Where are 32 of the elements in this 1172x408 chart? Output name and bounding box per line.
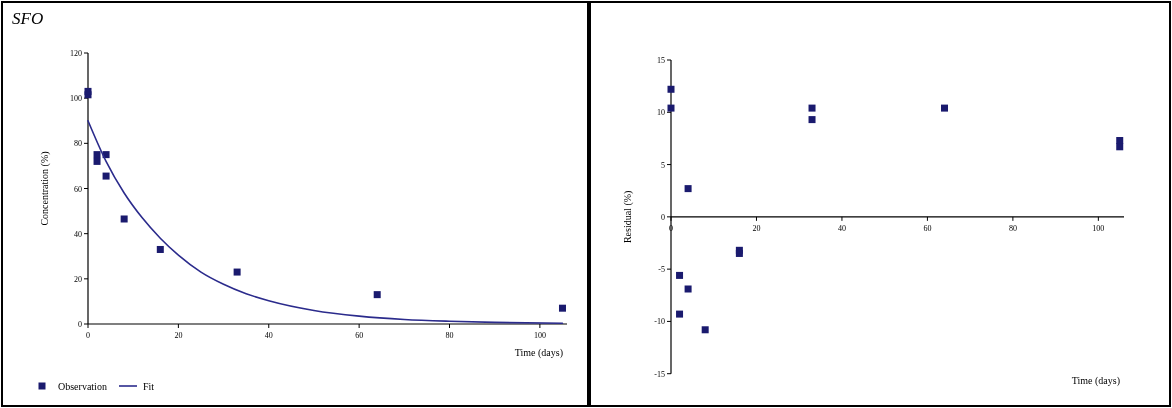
x-tick-label: 40 — [837, 223, 846, 233]
x-tick-label: 80 — [1008, 223, 1017, 233]
y-tick-label: 20 — [74, 274, 82, 284]
y-tick-label: 10 — [657, 108, 665, 118]
x-tick-label: 60 — [923, 223, 932, 233]
x-tick-label: 60 — [355, 331, 364, 340]
y-tick-label: 5 — [661, 160, 665, 170]
x-tick-label: 100 — [533, 331, 546, 340]
y-tick-label: 15 — [657, 56, 665, 65]
chart-title: SFO — [12, 9, 44, 28]
x-tick-label: 0 — [669, 223, 673, 233]
x-tick-label: 20 — [752, 223, 761, 233]
y-axis-title: Concentration (%) — [39, 151, 51, 226]
y-tick-label: 0 — [661, 212, 665, 222]
x-tick-label: 0 — [86, 331, 90, 340]
x-tick-label: 40 — [264, 331, 273, 340]
x-axis-title: Time (days) — [514, 347, 563, 359]
y-tick-label: -5 — [658, 265, 665, 275]
legend-label: Observation — [58, 380, 107, 392]
x-tick-label: 20 — [174, 331, 183, 340]
legend-label: Fit — [143, 380, 155, 392]
y-tick-label: 120 — [70, 49, 82, 58]
y-tick-label: -15 — [654, 369, 665, 379]
y-tick-label: 0 — [78, 320, 82, 329]
y-tick-label: 80 — [74, 139, 82, 149]
x-tick-label: 80 — [445, 331, 454, 340]
y-tick-label: 60 — [74, 184, 82, 194]
x-axis-title: Time (days) — [1071, 375, 1120, 387]
y-axis-title: Residual (%) — [622, 190, 634, 244]
y-tick-label: -10 — [654, 317, 665, 327]
y-tick-label: 100 — [70, 94, 82, 104]
x-tick-label: 100 — [1092, 223, 1105, 233]
